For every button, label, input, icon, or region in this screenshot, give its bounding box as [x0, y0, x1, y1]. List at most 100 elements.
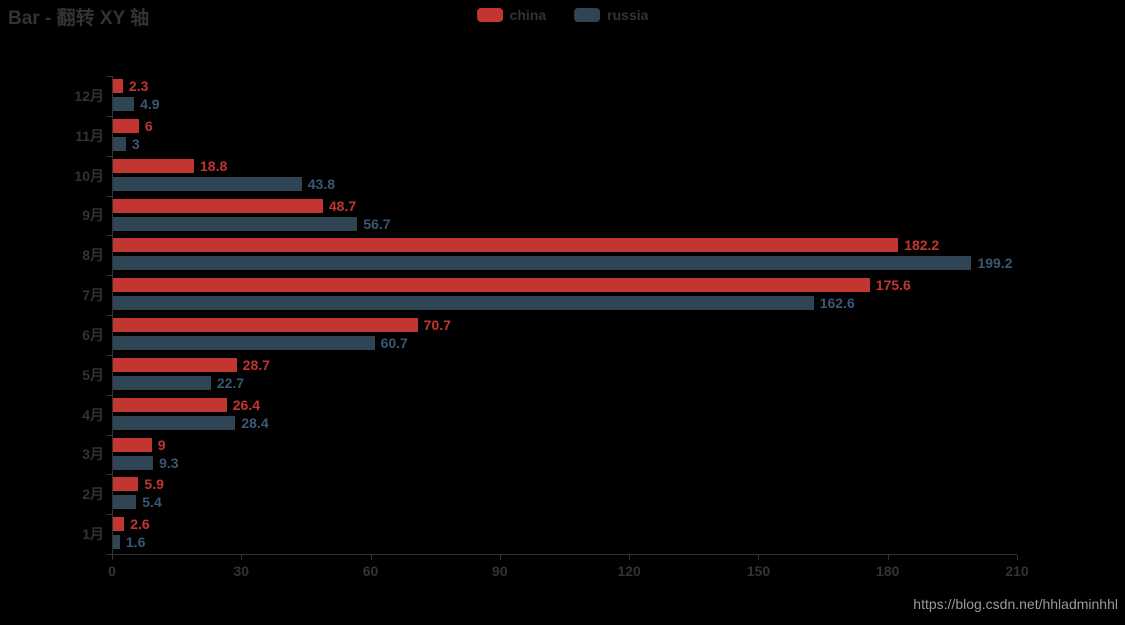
x-axis-label-180: 180	[876, 563, 900, 579]
x-axis-label-30: 30	[233, 563, 250, 579]
y-axis-label-7月: 7月	[82, 287, 104, 304]
y-axis-tick	[107, 354, 112, 356]
bar-value-label-china-7月: 175.6	[875, 277, 911, 294]
y-axis-label-5月: 5月	[82, 366, 104, 383]
bar-russia-8月[interactable]	[113, 256, 972, 271]
bar-value-label-china-10月: 18.8	[200, 157, 228, 174]
bar-china-2月[interactable]	[113, 477, 139, 492]
y-axis-label-3月: 3月	[82, 446, 104, 463]
bar-russia-12月[interactable]	[113, 97, 135, 111]
bar-value-label-china-4月: 26.4	[232, 396, 261, 413]
bar-china-7月[interactable]	[113, 278, 870, 293]
bar-china-9月[interactable]	[113, 198, 323, 213]
y-axis-label-1月: 1月	[82, 526, 104, 543]
x-axis-label-0: 0	[108, 563, 116, 579]
y-axis-tick	[107, 554, 112, 555]
bar-value-label-china-5月: 28.7	[242, 356, 270, 373]
x-axis-tick	[758, 555, 760, 560]
legend-label: china	[509, 7, 547, 23]
bar-value-label-china-9月: 48.7	[328, 197, 357, 214]
y-axis-tick	[107, 115, 112, 117]
plot-area: 0 30 60 90 120 150 180 210 12月 2.3 4.9 11月 6 3 10月 18.8…	[74, 76, 1029, 579]
y-axis-tick	[107, 275, 112, 277]
bar-value-label-china-12月: 2.3	[128, 78, 149, 94]
y-axis-tick	[107, 514, 112, 516]
bar-value-label-china-8月: 182.2	[904, 237, 940, 254]
bar-russia-7月[interactable]	[113, 296, 814, 311]
x-axis-label-60: 60	[362, 563, 379, 579]
bar-value-label-china-2月: 5.9	[144, 476, 164, 493]
bar-value-label-russia-6月: 60.7	[380, 335, 408, 351]
bar-value-label-china-3月: 9	[157, 436, 166, 453]
bar-value-label-russia-11月: 3	[131, 135, 140, 152]
y-axis-line	[112, 76, 113, 554]
x-axis-tick	[1017, 555, 1018, 560]
bar-china-10月[interactable]	[113, 158, 195, 173]
y-axis-label-9月: 9月	[82, 207, 104, 224]
bar-value-label-china-6月: 70.7	[423, 317, 451, 333]
bar-china-8月[interactable]	[113, 238, 899, 253]
bar-value-label-china-1月: 2.6	[130, 516, 150, 533]
bar-china-3月[interactable]	[113, 437, 152, 452]
y-axis-label-8月: 8月	[82, 247, 104, 264]
y-axis-tick	[107, 76, 112, 77]
x-axis-label-210: 210	[1005, 563, 1029, 579]
x-axis-tick	[241, 555, 243, 560]
x-axis-label-120: 120	[617, 563, 641, 579]
legend: china russia	[476, 7, 648, 23]
bar-value-label-russia-12月: 4.9	[140, 96, 160, 112]
x-axis-tick	[370, 555, 372, 560]
legend-label: russia	[607, 7, 649, 23]
y-axis-tick	[107, 394, 112, 396]
bar-russia-9月[interactable]	[113, 216, 358, 231]
bar-value-label-russia-9月: 56.7	[363, 215, 391, 232]
x-axis-tick	[499, 555, 501, 560]
y-axis-label-4月: 4月	[82, 406, 104, 423]
bar-china-5月[interactable]	[113, 357, 237, 372]
bar-russia-2月[interactable]	[113, 495, 137, 510]
bar-russia-10月[interactable]	[113, 176, 302, 191]
y-axis-label-10月: 10月	[74, 167, 104, 184]
bar-china-12月[interactable]	[113, 79, 123, 93]
x-axis-line	[112, 554, 1017, 555]
bar-russia-3月[interactable]	[113, 455, 154, 470]
bar-russia-11月[interactable]	[113, 136, 126, 151]
bar-russia-6月[interactable]	[113, 336, 375, 350]
x-axis-tick	[887, 555, 889, 560]
bar-value-label-russia-4月: 28.4	[241, 414, 269, 431]
bar-value-label-russia-3月: 9.3	[159, 454, 179, 471]
legend-swatch-russia[interactable]	[574, 8, 601, 22]
y-axis-label-12月: 12月	[74, 87, 104, 104]
bar-russia-1月[interactable]	[113, 535, 120, 550]
bar-russia-4月[interactable]	[113, 415, 236, 430]
bar-value-label-russia-8月: 199.2	[977, 255, 1013, 272]
legend-swatch-china[interactable]	[476, 8, 503, 22]
bar-russia-5月[interactable]	[113, 375, 211, 390]
chart-title: Bar - 翻转 XY 轴	[8, 8, 150, 29]
bar-value-label-china-11月: 6	[144, 117, 153, 134]
bar-value-label-russia-2月: 5.4	[142, 494, 162, 511]
y-axis-tick	[107, 195, 112, 197]
y-axis-tick	[107, 155, 112, 157]
bar-value-label-russia-5月: 22.7	[216, 374, 245, 391]
x-axis-tick	[629, 555, 631, 560]
bar-value-label-russia-1月: 1.6	[125, 534, 146, 551]
x-axis-tick	[112, 555, 113, 560]
y-axis-tick	[107, 235, 112, 237]
watermark: https://blog.csdn.net/hhladminhhl	[913, 596, 1118, 612]
y-axis-tick	[107, 315, 112, 316]
x-axis-label-150: 150	[746, 563, 771, 579]
bar-china-4月[interactable]	[113, 397, 227, 412]
y-axis-label-11月: 11月	[75, 127, 104, 144]
y-axis-tick	[107, 434, 112, 436]
bar-china-11月[interactable]	[113, 118, 139, 133]
y-axis-label-2月: 2月	[82, 486, 104, 503]
bar-china-1月[interactable]	[113, 517, 125, 532]
legend-item-china[interactable]: china	[476, 7, 547, 23]
bar-value-label-russia-10月: 43.8	[307, 175, 335, 192]
bar-value-label-russia-7月: 162.6	[819, 295, 855, 312]
legend-item-russia[interactable]: russia	[574, 7, 648, 23]
y-axis-label-6月: 6月	[82, 326, 104, 343]
bar-china-6月[interactable]	[113, 318, 418, 332]
